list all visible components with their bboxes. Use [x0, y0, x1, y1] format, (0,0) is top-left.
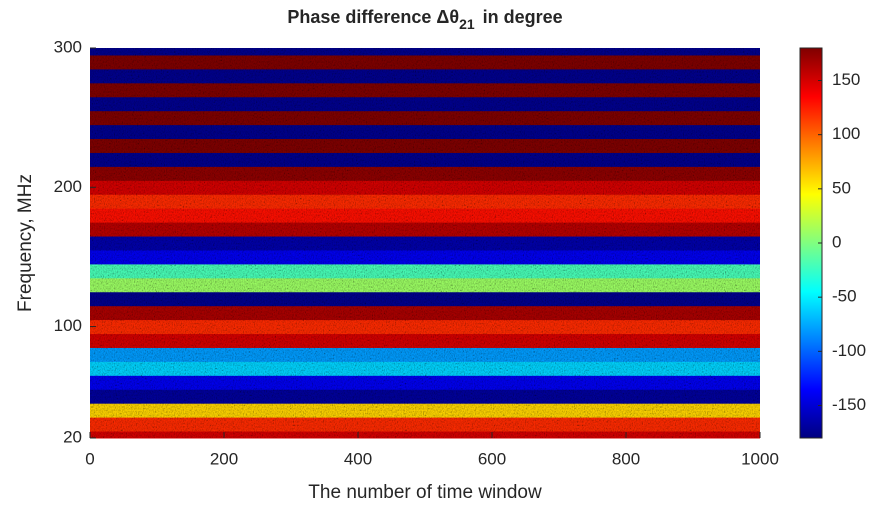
colorbar-tick-label: -100: [832, 341, 866, 360]
y-tick-label: 300: [54, 37, 82, 56]
y-tick-label: 20: [63, 427, 82, 446]
colorbar-tick-label: -150: [832, 395, 866, 414]
colorbar-tick-label: 150: [832, 70, 860, 89]
x-tick-label: 600: [478, 449, 506, 468]
x-tick-label: 400: [344, 449, 372, 468]
y-tick-label: 200: [54, 177, 82, 196]
x-tick-label: 200: [210, 449, 238, 468]
colorbar-tick-label: 50: [832, 178, 851, 197]
x-tick-label: 1000: [741, 449, 779, 468]
x-tick-label: 0: [85, 449, 94, 468]
x-axis-label: The number of time window: [308, 482, 542, 503]
x-tick-label: 800: [612, 449, 640, 468]
colorbar-tick-label: 0: [832, 232, 841, 251]
y-tick-label: 100: [54, 316, 82, 335]
y-axis-label: Frequency, MHz: [15, 174, 36, 312]
colorbar-tick-label: 100: [832, 124, 860, 143]
noise-texture: [90, 48, 760, 438]
colorbar-tick-label: -50: [832, 287, 857, 306]
chart-title: Phase difference Δθ21 in degree: [287, 7, 562, 32]
